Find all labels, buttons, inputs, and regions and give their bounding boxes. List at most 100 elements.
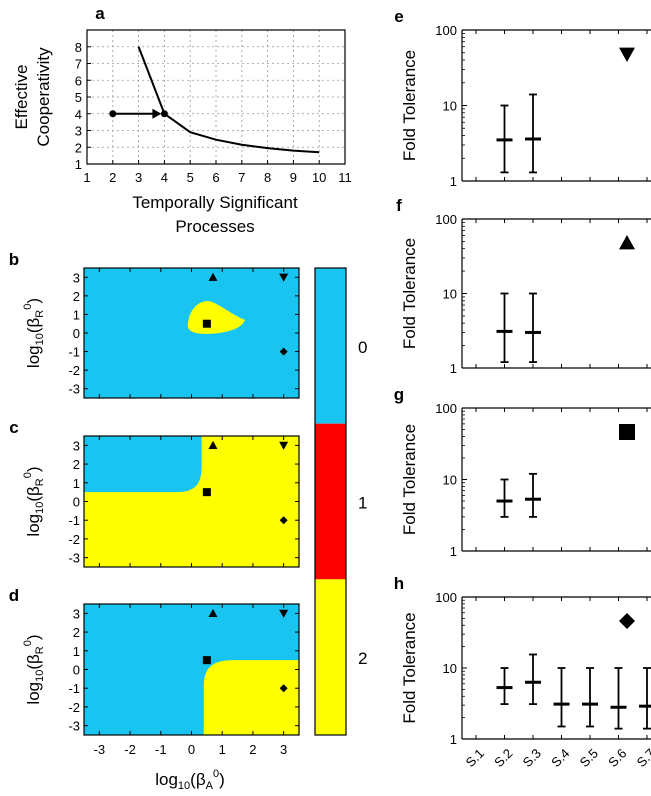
y-tick-label: 3	[73, 270, 80, 285]
y-tick-label: 10	[443, 99, 457, 114]
panel-label-h: h	[394, 574, 404, 593]
x-tick-label: 6	[212, 170, 219, 185]
marker-triangle-up	[208, 440, 218, 449]
y-tick-label: 100	[435, 590, 457, 605]
marker-triangle-up	[208, 272, 218, 281]
panel-d: d -3 -3 -2 -2 -1 -1 0 0 1 1 2 2 3 3 log10(βR0) log10(βA0…	[9, 586, 300, 792]
legend-marker-triangle-down	[619, 47, 635, 62]
x-tick-label: 0	[188, 742, 195, 757]
panel-label-e: e	[394, 7, 403, 26]
x-tick-label: 3	[280, 742, 287, 757]
legend-marker-square	[619, 424, 635, 440]
panel-b: b -3 -2 -1 0 1 2 3 log10(βR0)	[9, 250, 300, 399]
x-tick-label: 1	[219, 742, 226, 757]
y-tick-label: 1	[450, 174, 457, 189]
x-axis-label: Temporally Significant	[132, 193, 298, 212]
y-tick-label: 100	[435, 401, 457, 416]
colorbar-segment	[315, 268, 346, 424]
colorbar-label: 2	[358, 649, 367, 668]
y-tick-label: 3	[75, 124, 82, 139]
x-tick-label: 1	[83, 170, 90, 185]
colorbar-label: 1	[358, 494, 367, 513]
x-tick-label: 9	[290, 170, 297, 185]
x-tick-label: S.7	[634, 746, 651, 770]
panel-g: g 1 10 100 Fold Tolerance	[394, 385, 651, 559]
y-axis-label: log10(βR0)	[22, 298, 46, 368]
marker-square	[202, 656, 211, 665]
x-axis-label: log10(βA0)	[155, 768, 225, 792]
colorbar-segment	[315, 423, 346, 580]
y-tick-label: 10	[443, 473, 457, 488]
y-tick-label: 1	[73, 476, 80, 491]
panel-f: f 1 10 100 Fold Tolerance	[396, 196, 651, 376]
x-tick-label: 5	[187, 170, 194, 185]
y-axis-label: Fold Tolerance	[400, 424, 419, 535]
y-tick-label: 10	[443, 287, 457, 302]
x-tick-label: -2	[124, 742, 136, 757]
y-tick-label: 1	[450, 732, 457, 747]
panel-c: c -3 -2 -1 0 1 2 3 log10(βR0)	[9, 418, 300, 568]
y-tick-label: -1	[68, 681, 80, 696]
marker-square	[202, 488, 211, 497]
y-tick-label: 2	[73, 457, 80, 472]
y-tick-label: 100	[435, 23, 457, 38]
y-axis-label: Fold Tolerance	[400, 50, 419, 161]
y-tick-label: -2	[68, 700, 80, 715]
y-tick-label: 2	[73, 625, 80, 640]
y-axis-label: log10(βR0)	[22, 466, 46, 536]
y-tick-label: 3	[73, 606, 80, 621]
x-tick-label: 7	[238, 170, 245, 185]
cooperativity-line	[137, 46, 320, 154]
x-tick-label: 2	[109, 170, 116, 185]
colorbar-frame	[314, 267, 347, 736]
x-tick-label: S.4	[548, 746, 572, 770]
x-axis-label: Processes	[175, 217, 254, 236]
y-tick-label: 6	[75, 73, 82, 88]
arrow-start-point	[109, 110, 117, 118]
marker-triangle-down	[279, 441, 289, 450]
y-axis-label: Fold Tolerance	[400, 612, 419, 723]
panel-h: h 1 10 100 Fold Tolerance S.1 S.2 S.3 S.4 S.5 S.6 S…	[394, 574, 651, 770]
colorbar: 0 1 2	[314, 267, 367, 736]
y-tick-label: 10	[443, 661, 457, 676]
y-tick-label: -3	[68, 382, 80, 397]
y-tick-label: 1	[73, 307, 80, 322]
y-tick-label: 1	[73, 644, 80, 659]
x-tick-label: 3	[135, 170, 142, 185]
y-tick-label: 7	[75, 57, 82, 72]
y-tick-label: -2	[68, 532, 80, 547]
legend-marker-triangle-up	[619, 235, 635, 250]
x-tick-label: -1	[155, 742, 167, 757]
y-tick-label: 1	[450, 361, 457, 376]
x-tick-label: 10	[312, 170, 326, 185]
y-tick-label: -1	[68, 345, 80, 360]
y-tick-label: 4	[75, 107, 82, 122]
x-tick-label: S.6	[605, 746, 629, 770]
y-tick-label: 0	[73, 663, 80, 678]
y-tick-label: -3	[68, 551, 80, 566]
region-blob	[187, 301, 245, 334]
x-tick-label: 11	[338, 170, 352, 185]
y-axis-label: log10(βR0)	[22, 634, 46, 704]
x-tick-label: S.3	[520, 746, 544, 770]
colorbar-label: 0	[358, 338, 367, 357]
y-axis-label: Cooperativity	[34, 47, 53, 147]
panel-label-g: g	[394, 385, 404, 404]
y-tick-label: 0	[73, 326, 80, 341]
y-tick-label: 0	[73, 495, 80, 510]
marker-triangle-up	[208, 608, 218, 617]
marker-diamond	[279, 516, 288, 525]
y-tick-label: -3	[68, 719, 80, 734]
marker-square	[202, 319, 211, 328]
marker-diamond	[279, 347, 288, 356]
region-background	[84, 268, 299, 398]
legend-marker-diamond	[619, 613, 635, 629]
colorbar-segment	[315, 579, 346, 735]
y-tick-label: 5	[75, 90, 82, 105]
x-tick-label: S.2	[491, 746, 515, 770]
y-tick-label: -1	[68, 513, 80, 528]
y-axis-label: Effective	[12, 65, 31, 130]
region-upper-left	[84, 436, 202, 493]
y-axis-label: Fold Tolerance	[400, 238, 419, 349]
